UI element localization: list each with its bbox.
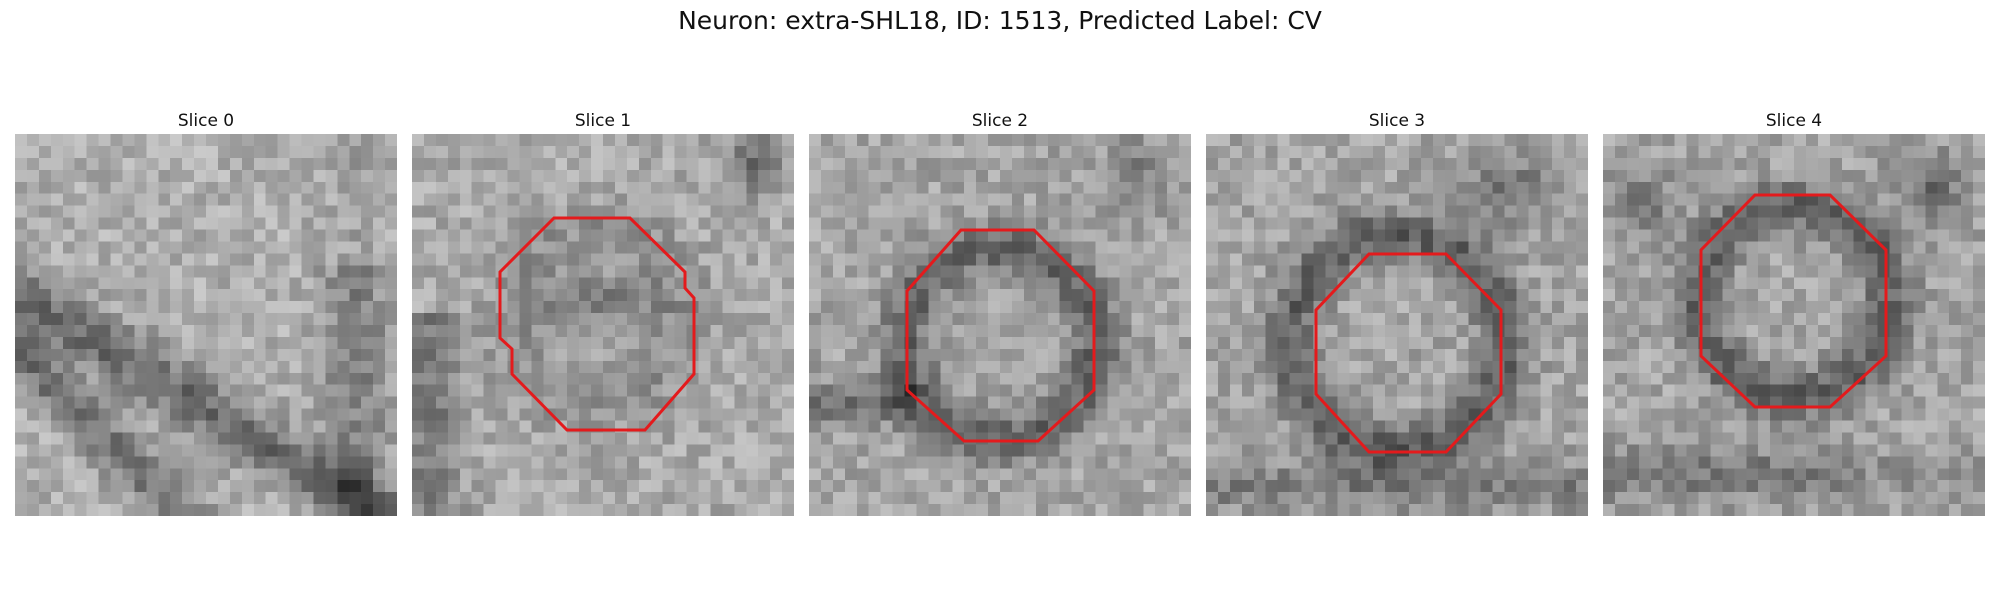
slice-image-2 — [809, 134, 1191, 516]
slice-image-1 — [412, 134, 794, 516]
slice-panel-1: Slice 1 — [412, 108, 794, 516]
slice-title-4: Slice 4 — [1765, 111, 1823, 131]
slice-panel-4: Slice 4 — [1603, 108, 1985, 516]
em-image-4 — [1603, 134, 1985, 516]
contour-overlay-2 — [905, 228, 1096, 443]
em-image-0 — [15, 134, 397, 516]
slice-title-0: Slice 0 — [177, 111, 235, 131]
em-image-2 — [809, 134, 1191, 516]
cell-contour-3 — [1314, 252, 1503, 454]
contour-overlay-1 — [498, 216, 696, 432]
slice-title-3: Slice 3 — [1368, 111, 1426, 131]
slice-panel-0: Slice 0 — [15, 108, 397, 516]
slice-image-3 — [1206, 134, 1588, 516]
slice-image-4 — [1603, 134, 1985, 516]
contour-overlay-3 — [1314, 252, 1503, 454]
em-image-1 — [412, 134, 794, 516]
cell-contour-1 — [498, 216, 696, 432]
slice-panel-3: Slice 3 — [1206, 108, 1588, 516]
cell-contour-4 — [1699, 193, 1888, 409]
slice-title-1: Slice 1 — [574, 111, 632, 131]
slice-image-0 — [15, 134, 397, 516]
slice-title-2: Slice 2 — [971, 111, 1029, 131]
cell-contour-2 — [905, 228, 1096, 443]
contour-overlay-4 — [1699, 193, 1888, 409]
figure-title: Neuron: extra-SHL18, ID: 1513, Predicted… — [678, 6, 1322, 35]
slice-panel-2: Slice 2 — [809, 108, 1191, 516]
